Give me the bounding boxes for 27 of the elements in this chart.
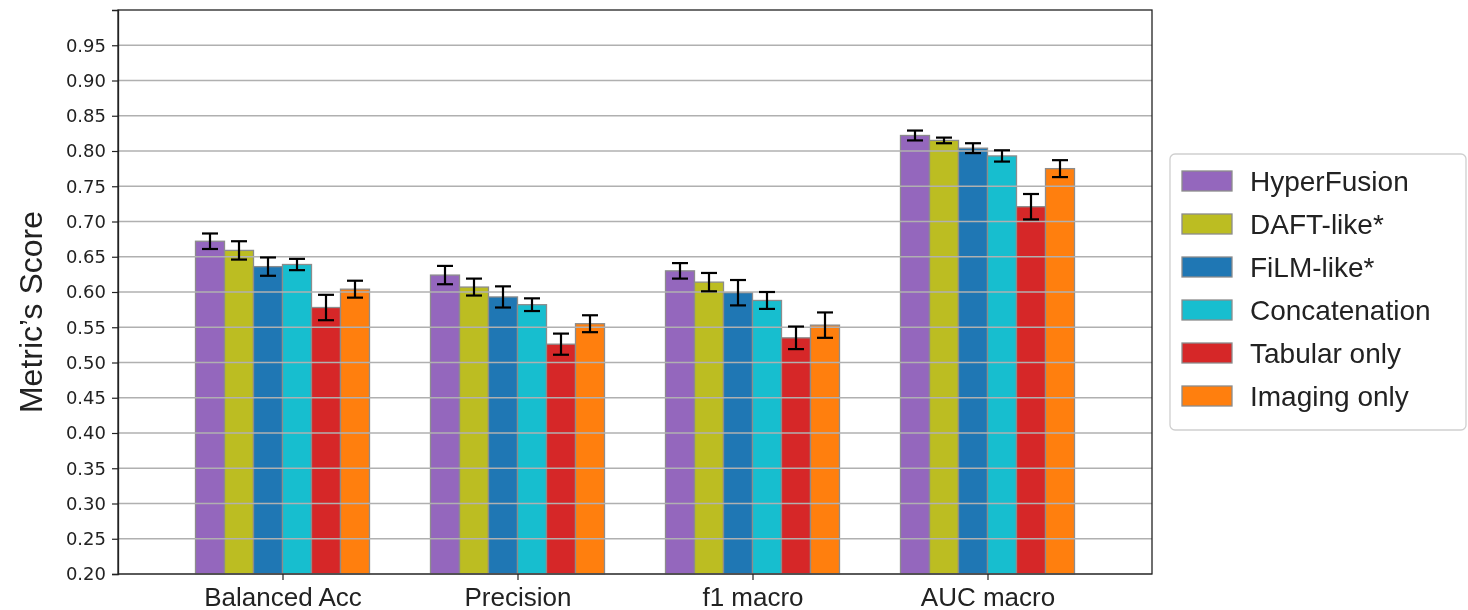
x-tick-label: Precision — [464, 581, 572, 610]
y-tick-label: 0.95 — [65, 34, 106, 56]
y-tick-label: 0.40 — [65, 422, 106, 444]
x-tick-label: f1 macro — [702, 581, 804, 610]
y-tick-label: 0.70 — [65, 210, 106, 232]
legend-label: Imaging only — [1250, 381, 1409, 412]
legend-label: Concatenation — [1250, 295, 1431, 326]
legend-label: FiLM-like* — [1250, 252, 1375, 283]
y-tick-label: 0.60 — [65, 281, 106, 303]
y-tick-label: 0.25 — [65, 528, 106, 550]
y-axis-title: Metric’s Score — [13, 210, 49, 414]
x-tick-label: AUC macro — [920, 581, 1056, 610]
y-tick-label: 0.50 — [65, 351, 106, 373]
y-tick-label: 0.35 — [65, 457, 106, 479]
y-tick-label: 0.30 — [65, 492, 106, 514]
legend-label: Tabular only — [1250, 338, 1401, 369]
y-tick-label: 0.85 — [65, 105, 106, 127]
y-tick-label: 0.45 — [65, 387, 106, 409]
legend-label: DAFT-like* — [1250, 209, 1384, 240]
legend-label: HyperFusion — [1250, 166, 1409, 197]
y-tick-label: 0.75 — [65, 175, 106, 197]
x-tick-label: Balanced Acc — [204, 581, 362, 610]
y-tick-label: 0.20 — [65, 563, 106, 585]
y-tick-label: 0.80 — [65, 140, 106, 162]
y-tick-label: 0.65 — [65, 246, 106, 268]
y-tick-label: 0.55 — [65, 316, 106, 338]
y-tick-label: 0.90 — [65, 69, 106, 91]
